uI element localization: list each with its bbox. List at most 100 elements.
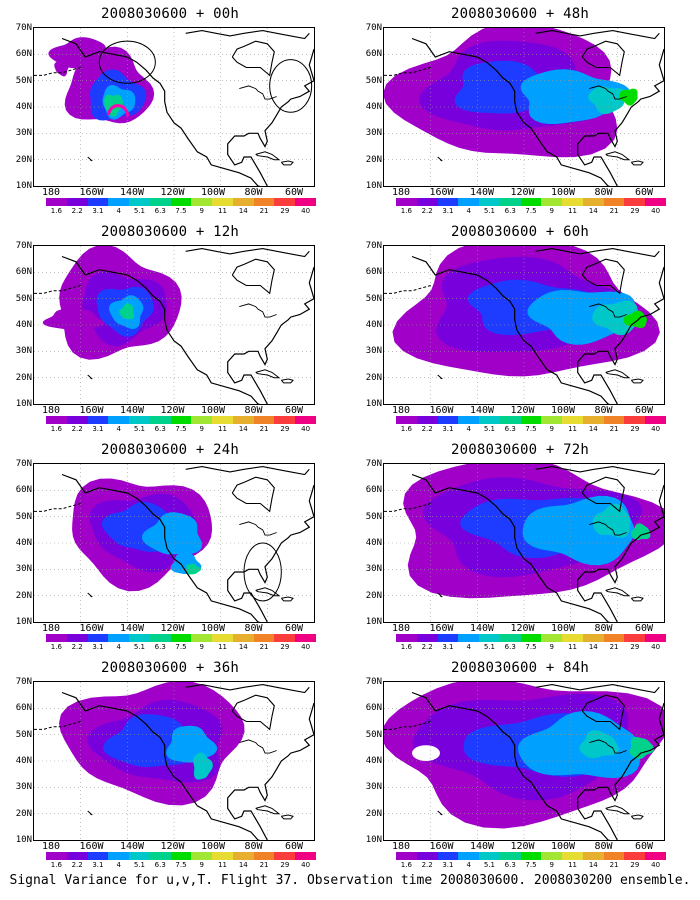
- longitude-label: 160W: [79, 187, 104, 198]
- latitude-label: 40N: [15, 320, 32, 330]
- longitude-label: 180: [41, 187, 61, 198]
- longitude-label: 120W: [510, 405, 535, 416]
- figure-caption: Signal Variance for u,v,T. Flight 37. Ob…: [9, 873, 691, 888]
- colorbar-swatch: [66, 634, 88, 642]
- colorbar-swatch: [645, 852, 666, 860]
- map-frame: [33, 245, 315, 405]
- colorbar-label: 9: [549, 425, 554, 433]
- longitude-label: 120W: [510, 187, 535, 198]
- colorbar-label: 6.3: [504, 425, 516, 433]
- map-frame: [383, 681, 665, 841]
- flight-track-dot: [126, 113, 130, 117]
- colorbar-label: 21: [259, 643, 269, 651]
- arctic-coast: [535, 684, 660, 694]
- colorbar-label: 29: [280, 643, 290, 651]
- colorbar-label: 40: [301, 643, 311, 651]
- colorbar-label: 4: [116, 861, 121, 869]
- map-panel-84h: 2008030600 + 84h 70N 60N 50N 40N 30N 20N 10N 180…: [350, 654, 690, 870]
- longitude-label: 140W: [469, 405, 495, 416]
- colorbar-swatch: [170, 198, 192, 206]
- colorbar-swatch: [232, 634, 254, 642]
- colorbar-label: 11: [568, 643, 577, 651]
- colorbar-label: 2.2: [421, 643, 433, 651]
- hawaii: [437, 592, 443, 598]
- colorbar-label: 7.5: [175, 861, 187, 869]
- colorbar-swatch: [562, 634, 583, 642]
- hawaii: [87, 592, 93, 598]
- coastline: [61, 255, 261, 404]
- colorbar-label: 6.3: [504, 207, 516, 215]
- colorbar-label: 11: [218, 425, 227, 433]
- colorbar-swatch: [603, 198, 625, 206]
- arctic-coast: [185, 466, 310, 476]
- variance-contour: [618, 88, 638, 106]
- colorbar-label: 1.6: [400, 643, 412, 651]
- latitude-label: 60N: [15, 485, 32, 496]
- colorbar-label: 1.6: [50, 207, 62, 215]
- variance-gap: [412, 745, 440, 761]
- colorbar-swatch: [479, 416, 500, 424]
- colorbar-label: 7.5: [525, 861, 537, 869]
- hispaniola: [630, 596, 644, 602]
- map-panel-60h: 2008030600 + 60h 70N 60N 50N 40N 30N 20N 10N 180…: [350, 218, 690, 434]
- latitude-label: 60N: [15, 703, 32, 714]
- cuba: [255, 369, 281, 379]
- colorbar-label: 7.5: [175, 425, 187, 433]
- latitude-label: 20N: [15, 590, 32, 601]
- longitude-label: 100W: [200, 623, 226, 634]
- longitude-label: 120W: [160, 405, 185, 416]
- longitude-label: 100W: [200, 405, 226, 416]
- latitude-label: 40N: [365, 756, 382, 766]
- hudson-bay-coast: [581, 40, 625, 77]
- colorbar-label: 14: [238, 425, 248, 433]
- colorbar-swatch: [624, 634, 646, 642]
- colorbar-swatch: [108, 416, 130, 424]
- longitude-label: 60W: [284, 841, 304, 852]
- colorbar-swatch: [437, 416, 459, 424]
- colorbar-label: 21: [609, 207, 619, 215]
- longitude-label: 80W: [244, 405, 263, 416]
- latitude-label: 70N: [365, 23, 382, 33]
- latitude-label: 60N: [15, 49, 32, 60]
- coastline: [411, 255, 611, 404]
- latitude-label: 60N: [365, 267, 382, 278]
- colorbar-swatch: [520, 634, 542, 642]
- colorbar-label: 6.3: [154, 425, 166, 433]
- colorbar-label: 11: [218, 861, 227, 869]
- colorbar-label: 9: [549, 861, 554, 869]
- latitude-label: 30N: [365, 782, 382, 793]
- colorbar-swatch: [274, 634, 296, 642]
- arctic-coast: [185, 30, 310, 40]
- cuba: [605, 805, 631, 815]
- colorbar-swatch: [129, 416, 150, 424]
- aleutian-islands: [384, 67, 431, 76]
- latitude-label: 60N: [365, 485, 382, 496]
- colorbar-swatch: [645, 198, 666, 206]
- longitude-label: 60W: [284, 187, 304, 198]
- variance-contour: [588, 86, 628, 115]
- colorbar-label: 5.1: [133, 425, 146, 433]
- latitude-label: 40N: [365, 320, 382, 330]
- colorbar-swatch: [416, 198, 438, 206]
- colorbar-swatch: [46, 634, 67, 642]
- hawaii: [87, 810, 93, 816]
- longitude-label: 80W: [594, 623, 613, 634]
- colorbar-swatch: [541, 634, 563, 642]
- colorbar-swatch: [458, 416, 480, 424]
- latitude-label: 20N: [365, 590, 382, 601]
- colorbar: [396, 198, 666, 206]
- colorbar-label: 29: [280, 207, 290, 215]
- panel-title: 2008030600 + 72h: [450, 442, 590, 458]
- arctic-coast: [185, 684, 310, 694]
- colorbar-swatch: [87, 852, 109, 860]
- longitude-label: 140W: [119, 623, 145, 634]
- map-frame: [383, 463, 665, 623]
- colorbar-swatch: [295, 416, 316, 424]
- great-lakes: [589, 739, 627, 754]
- colorbar-label: 9: [199, 643, 204, 651]
- coastline: [411, 473, 611, 622]
- longitude-label: 160W: [79, 841, 104, 852]
- longitude-label: 100W: [550, 623, 576, 634]
- colorbar: [396, 634, 666, 642]
- colorbar-swatch: [562, 198, 583, 206]
